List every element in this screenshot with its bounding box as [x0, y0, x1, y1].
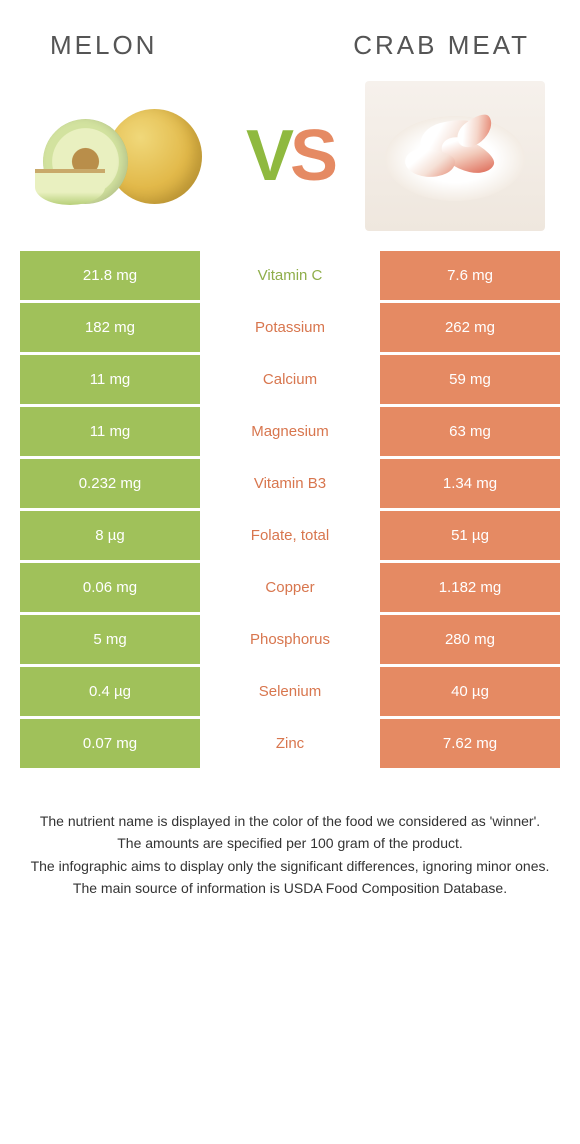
right-value: 59 mg [380, 355, 560, 404]
right-value: 262 mg [380, 303, 560, 352]
left-value: 8 µg [20, 511, 200, 560]
right-value: 280 mg [380, 615, 560, 664]
nutrient-row: 182 mgPotassium262 mg [20, 303, 560, 352]
nutrient-label: Phosphorus [200, 615, 380, 664]
nutrient-label: Folate, total [200, 511, 380, 560]
images-row: VS [20, 81, 560, 251]
left-value: 21.8 mg [20, 251, 200, 300]
left-value: 0.4 µg [20, 667, 200, 716]
melon-icon [35, 91, 215, 221]
left-value: 5 mg [20, 615, 200, 664]
right-value: 7.62 mg [380, 719, 560, 768]
nutrient-label: Vitamin C [200, 251, 380, 300]
nutrient-label: Potassium [200, 303, 380, 352]
nutrient-row: 0.06 mgCopper1.182 mg [20, 563, 560, 612]
nutrient-label: Zinc [200, 719, 380, 768]
right-food-image [360, 81, 550, 231]
footnote-line: The main source of information is USDA F… [30, 878, 550, 898]
right-value: 1.34 mg [380, 459, 560, 508]
nutrient-row: 5 mgPhosphorus280 mg [20, 615, 560, 664]
footnote-line: The infographic aims to display only the… [30, 856, 550, 876]
vs-label: VS [246, 120, 334, 192]
footnote-line: The amounts are specified per 100 gram o… [30, 833, 550, 853]
nutrient-row: 11 mgCalcium59 mg [20, 355, 560, 404]
crab-meat-icon [365, 81, 545, 231]
vs-v: V [246, 116, 290, 196]
left-value: 11 mg [20, 407, 200, 456]
nutrient-row: 11 mgMagnesium63 mg [20, 407, 560, 456]
left-value: 0.07 mg [20, 719, 200, 768]
nutrient-label: Calcium [200, 355, 380, 404]
right-value: 51 µg [380, 511, 560, 560]
right-value: 63 mg [380, 407, 560, 456]
right-title: Crab meat [353, 30, 530, 61]
left-value: 182 mg [20, 303, 200, 352]
nutrient-label: Copper [200, 563, 380, 612]
left-value: 11 mg [20, 355, 200, 404]
footnote-line: The nutrient name is displayed in the co… [30, 811, 550, 831]
vs-s: S [290, 116, 334, 196]
nutrient-label: Selenium [200, 667, 380, 716]
nutrient-row: 21.8 mgVitamin C7.6 mg [20, 251, 560, 300]
nutrient-row: 0.07 mgZinc7.62 mg [20, 719, 560, 768]
nutrient-row: 0.4 µgSelenium40 µg [20, 667, 560, 716]
left-title: Melon [50, 30, 157, 61]
titles-row: Melon Crab meat [20, 20, 560, 81]
right-value: 40 µg [380, 667, 560, 716]
infographic-container: Melon Crab meat VS 21.8 mgVitamin C7.6 m… [0, 0, 580, 910]
right-value: 1.182 mg [380, 563, 560, 612]
left-value: 0.06 mg [20, 563, 200, 612]
nutrient-label: Magnesium [200, 407, 380, 456]
right-value: 7.6 mg [380, 251, 560, 300]
nutrient-row: 8 µgFolate, total51 µg [20, 511, 560, 560]
left-food-image [30, 81, 220, 231]
nutrient-label: Vitamin B3 [200, 459, 380, 508]
nutrient-row: 0.232 mgVitamin B31.34 mg [20, 459, 560, 508]
nutrient-table: 21.8 mgVitamin C7.6 mg182 mgPotassium262… [20, 251, 560, 768]
left-value: 0.232 mg [20, 459, 200, 508]
footnotes: The nutrient name is displayed in the co… [20, 771, 560, 898]
